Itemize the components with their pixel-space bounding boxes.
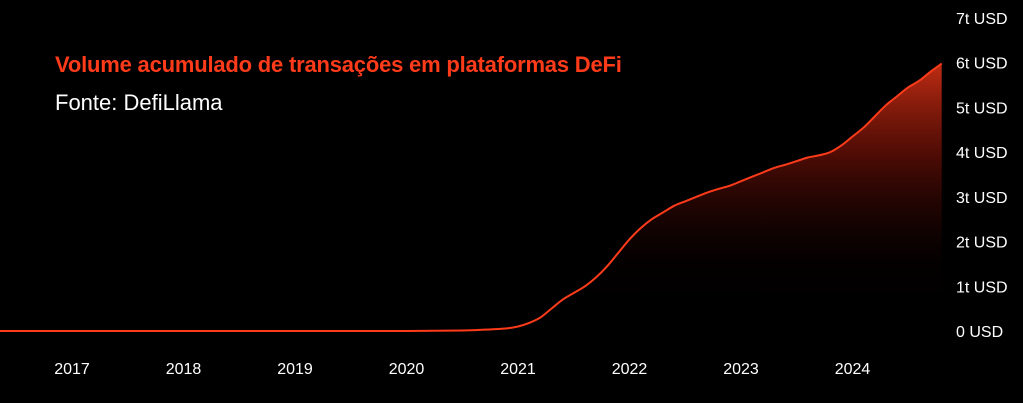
chart-subtitle: Fonte: DefiLlama <box>55 90 223 115</box>
x-tick-label: 2017 <box>54 361 90 378</box>
y-tick-label: 3t USD <box>956 190 1008 207</box>
series-line <box>0 62 943 333</box>
y-tick-label: 2t USD <box>956 235 1008 252</box>
series-area <box>0 63 942 332</box>
x-tick-label: 2022 <box>612 361 648 378</box>
area-layer <box>0 63 942 332</box>
chart-title: Volume acumulado de transações em plataf… <box>55 52 622 77</box>
x-tick-label: 2021 <box>500 361 536 378</box>
y-tick-label: 1t USD <box>956 279 1008 296</box>
y-tick-label: 5t USD <box>956 100 1008 117</box>
y-tick-label: 7t USD <box>956 11 1008 28</box>
y-tick-label: 6t USD <box>956 56 1008 73</box>
x-tick-label: 2020 <box>389 361 425 378</box>
x-tick-label: 2019 <box>277 361 313 378</box>
y-tick-label: 4t USD <box>956 145 1008 162</box>
x-tick-label: 2018 <box>166 361 202 378</box>
y-axis: 0 USD 1t USD 2t USD 3t USD 4t USD 5t USD 6t US… <box>956 11 1008 341</box>
x-tick-label: 2023 <box>723 361 759 378</box>
x-axis: 2017 2018 2019 2020 2021 2022 2023 2024 <box>54 361 870 378</box>
x-tick-label: 2024 <box>835 361 871 378</box>
y-tick-label: 0 USD <box>956 324 1003 341</box>
line-layer <box>0 62 943 333</box>
